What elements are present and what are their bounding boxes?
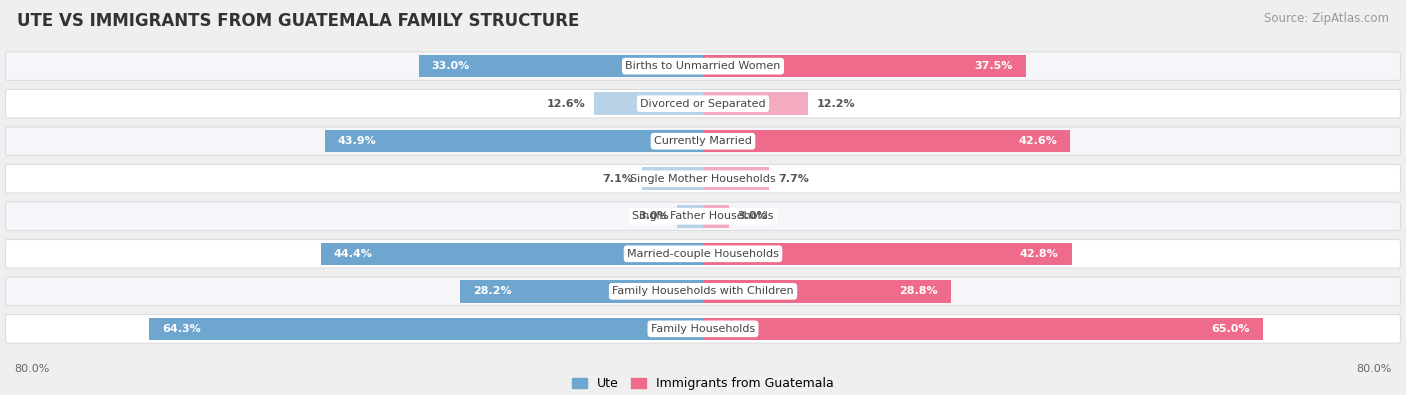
Text: 80.0%: 80.0% <box>14 365 49 374</box>
Text: 43.9%: 43.9% <box>337 136 377 146</box>
Bar <box>703 205 728 228</box>
Text: 7.7%: 7.7% <box>778 174 808 184</box>
Bar <box>419 55 703 77</box>
Text: 44.4%: 44.4% <box>333 249 373 259</box>
Text: 3.0%: 3.0% <box>638 211 669 221</box>
Text: 7.1%: 7.1% <box>602 174 633 184</box>
Text: 37.5%: 37.5% <box>974 61 1012 71</box>
Bar <box>678 205 703 228</box>
FancyBboxPatch shape <box>6 239 1400 268</box>
Bar <box>460 280 703 303</box>
Bar <box>595 92 703 115</box>
Text: Divorced or Separated: Divorced or Separated <box>640 99 766 109</box>
Text: Married-couple Households: Married-couple Households <box>627 249 779 259</box>
Text: 64.3%: 64.3% <box>162 324 201 334</box>
Text: 28.8%: 28.8% <box>900 286 938 296</box>
Bar <box>325 130 703 152</box>
Bar <box>703 92 808 115</box>
Bar <box>703 55 1026 77</box>
FancyBboxPatch shape <box>6 277 1400 306</box>
Bar <box>703 243 1071 265</box>
Bar <box>703 130 1070 152</box>
FancyBboxPatch shape <box>6 164 1400 193</box>
Text: 42.8%: 42.8% <box>1019 249 1059 259</box>
Text: 80.0%: 80.0% <box>1357 365 1392 374</box>
Text: Currently Married: Currently Married <box>654 136 752 146</box>
Text: 3.0%: 3.0% <box>738 211 768 221</box>
Text: 12.2%: 12.2% <box>817 99 855 109</box>
Bar <box>703 280 950 303</box>
Text: Single Father Households: Single Father Households <box>633 211 773 221</box>
Legend: Ute, Immigrants from Guatemala: Ute, Immigrants from Guatemala <box>567 372 839 395</box>
Bar <box>703 318 1263 340</box>
FancyBboxPatch shape <box>6 52 1400 81</box>
Text: 42.6%: 42.6% <box>1018 136 1057 146</box>
Bar <box>703 167 769 190</box>
FancyBboxPatch shape <box>6 202 1400 231</box>
Text: 33.0%: 33.0% <box>432 61 470 71</box>
FancyBboxPatch shape <box>6 314 1400 343</box>
FancyBboxPatch shape <box>6 89 1400 118</box>
Text: 12.6%: 12.6% <box>547 99 586 109</box>
Text: UTE VS IMMIGRANTS FROM GUATEMALA FAMILY STRUCTURE: UTE VS IMMIGRANTS FROM GUATEMALA FAMILY … <box>17 12 579 30</box>
FancyBboxPatch shape <box>6 127 1400 156</box>
Text: 28.2%: 28.2% <box>472 286 512 296</box>
Bar <box>149 318 703 340</box>
Text: 65.0%: 65.0% <box>1212 324 1250 334</box>
Text: Family Households: Family Households <box>651 324 755 334</box>
Text: Births to Unmarried Women: Births to Unmarried Women <box>626 61 780 71</box>
Bar <box>643 167 703 190</box>
Text: Family Households with Children: Family Households with Children <box>612 286 794 296</box>
Text: Source: ZipAtlas.com: Source: ZipAtlas.com <box>1264 12 1389 25</box>
Text: Single Mother Households: Single Mother Households <box>630 174 776 184</box>
Bar <box>321 243 703 265</box>
